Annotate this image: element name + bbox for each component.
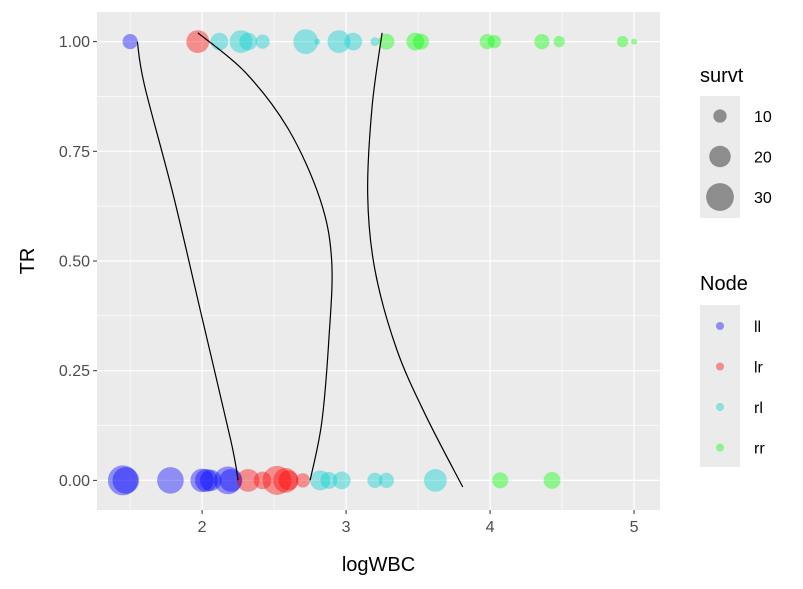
- data-point-rr: [378, 33, 395, 50]
- data-point-rl: [370, 37, 380, 47]
- data-point-rr: [487, 34, 502, 49]
- major-gridlines: [97, 12, 660, 510]
- data-point-ll: [122, 34, 138, 50]
- color-legend-label: rr: [754, 441, 765, 458]
- data-point-rr: [412, 33, 430, 50]
- size-legend-label: 30: [754, 190, 772, 207]
- fitted-curve-lr: [197, 32, 333, 481]
- data-point-rr: [406, 32, 425, 51]
- size-legend-items: 10 20 30: [706, 109, 772, 211]
- data-point-ll: [112, 467, 140, 494]
- size-legend-label: 20: [754, 150, 772, 167]
- x-tick-label: 5: [630, 519, 639, 536]
- data-point-rl: [293, 29, 319, 55]
- data-point-ll: [107, 465, 138, 496]
- size-legend-key-20: [709, 145, 731, 168]
- data-point-rl: [314, 38, 321, 45]
- x-tick-label: 4: [486, 519, 495, 536]
- color-legend-label: lr: [754, 360, 764, 377]
- size-legend-keys: [700, 96, 740, 218]
- data-point-rr: [492, 472, 509, 489]
- data-point-ll: [195, 468, 218, 492]
- data-point-rl: [344, 32, 363, 51]
- fitted-curves: [136, 32, 464, 488]
- data-points: [107, 29, 638, 496]
- x-axis-title: logWBC: [342, 554, 415, 576]
- x-axis: 2 3 4 5: [198, 510, 639, 536]
- y-tick-label: 0.00: [59, 473, 90, 490]
- data-point-rr: [543, 471, 561, 489]
- color-legend-key-rr: [716, 443, 724, 452]
- data-point-rl: [255, 34, 270, 49]
- data-point-rl: [378, 472, 395, 488]
- data-point-lr: [186, 30, 210, 54]
- color-legend-key-lr: [716, 362, 724, 371]
- data-point-rr: [616, 36, 629, 48]
- data-point-rl: [367, 472, 383, 488]
- data-point-rl: [310, 470, 331, 491]
- fitted-curve-ll: [136, 41, 239, 481]
- color-legend-items: ll lr rl rr: [716, 319, 765, 458]
- data-point-rl: [320, 471, 338, 489]
- data-point-lr: [236, 468, 260, 492]
- data-point-rl: [332, 471, 351, 490]
- size-legend: survt 10 20 30: [700, 65, 772, 218]
- data-point-ll: [214, 466, 242, 495]
- color-legend-label: ll: [754, 319, 761, 336]
- fitted-curve-rl: [367, 32, 464, 488]
- data-point-rr: [534, 34, 550, 50]
- color-legend-key-rl: [716, 403, 724, 411]
- color-legend-label: rl: [754, 400, 763, 417]
- data-point-rl: [327, 30, 351, 54]
- y-tick-label: 1.00: [59, 34, 90, 51]
- data-point-rr: [479, 34, 495, 50]
- y-axis-title: TR: [17, 248, 39, 275]
- data-point-lr: [273, 467, 299, 493]
- size-legend-label: 10: [754, 109, 772, 126]
- data-point-ll: [157, 467, 184, 494]
- size-legend-key-10: [713, 109, 727, 123]
- data-point-ll: [219, 468, 243, 492]
- color-legend-title: Node: [700, 273, 748, 295]
- y-axis: 0.00 0.25 0.50 0.75 1.00: [59, 34, 97, 490]
- y-tick-label: 0.50: [59, 254, 90, 271]
- data-point-rl: [423, 468, 447, 492]
- color-legend-keys: [700, 305, 740, 467]
- data-point-rl: [239, 32, 258, 51]
- size-legend-title: survt: [700, 65, 744, 87]
- size-legend-key-30: [706, 183, 734, 211]
- y-tick-label: 0.25: [59, 363, 90, 380]
- data-point-lr: [278, 470, 299, 491]
- x-tick-label: 2: [198, 519, 207, 536]
- data-point-lr: [262, 465, 292, 495]
- y-tick-label: 0.75: [59, 144, 90, 161]
- data-point-rr: [553, 36, 565, 48]
- data-point-ll: [200, 469, 222, 492]
- data-point-lr: [253, 471, 272, 490]
- data-point-ll: [190, 468, 214, 493]
- x-tick-label: 3: [342, 519, 351, 536]
- data-point-lr: [295, 473, 311, 488]
- color-legend-key-ll: [716, 322, 724, 330]
- data-point-rl: [210, 32, 229, 51]
- data-point-rr: [631, 38, 638, 45]
- data-point-rl: [229, 30, 253, 54]
- color-legend: Node ll lr rl rr: [700, 273, 765, 467]
